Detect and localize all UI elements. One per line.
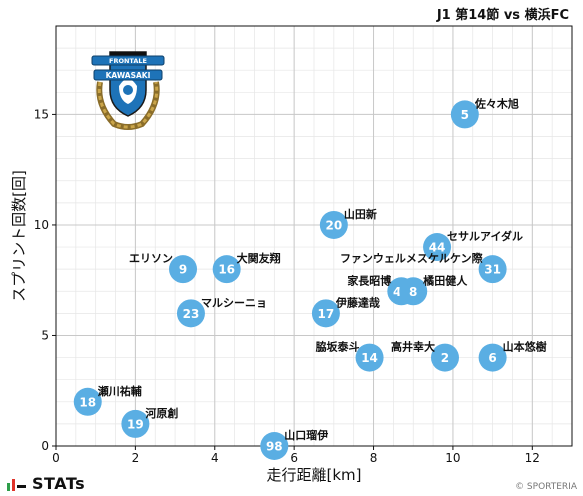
player-point bbox=[260, 432, 289, 460]
player-point bbox=[355, 343, 384, 372]
player-number: 16 bbox=[218, 263, 235, 277]
player-point bbox=[319, 210, 348, 239]
x-tick-label: 2 bbox=[132, 451, 140, 465]
player-name-label: 河原創 bbox=[145, 406, 178, 420]
copyright: © SPORTERIA bbox=[515, 482, 577, 492]
x-tick-label: 12 bbox=[525, 451, 540, 465]
player-name-label: マルシーニョ bbox=[201, 296, 267, 309]
player-number: 17 bbox=[318, 307, 335, 321]
plot-frame bbox=[55, 25, 573, 447]
player-point bbox=[176, 299, 205, 328]
x-tick-label: 10 bbox=[445, 451, 460, 465]
player-point bbox=[478, 343, 507, 372]
player-name-label: 瀬川祐輔 bbox=[98, 384, 142, 398]
player-point bbox=[399, 277, 428, 306]
player-number: 20 bbox=[325, 218, 342, 232]
y-tick-label: 0 bbox=[41, 439, 49, 453]
player-name-label: エリソン bbox=[129, 252, 173, 265]
player-name-label: ファンウェルメスケルケン際 bbox=[340, 251, 484, 265]
player-number: 9 bbox=[179, 263, 187, 277]
x-tick-label: 4 bbox=[211, 451, 219, 465]
x-tick-label: 0 bbox=[52, 451, 60, 465]
player-point bbox=[423, 233, 452, 262]
player-point bbox=[169, 255, 198, 284]
player-name-label: 高井幸大 bbox=[391, 340, 435, 354]
player-point bbox=[430, 343, 459, 372]
player-number: 5 bbox=[461, 108, 469, 122]
crest-text-main: KAWASAKI bbox=[106, 71, 151, 80]
player-number: 8 bbox=[409, 285, 417, 299]
club-crest-icon: FRONTALE KAWASAKI bbox=[91, 51, 165, 130]
x-tick-label: 8 bbox=[370, 451, 378, 465]
player-point bbox=[450, 100, 479, 129]
player-number: 2 bbox=[441, 351, 449, 365]
x-tick-label: 6 bbox=[290, 451, 298, 465]
player-name-label: 家長昭博 bbox=[347, 273, 391, 287]
x-axis-label: 走行距離[km] bbox=[266, 466, 361, 484]
player-number: 98 bbox=[266, 440, 283, 454]
player-name-label: 山口瑠伊 bbox=[284, 428, 328, 442]
player-number: 31 bbox=[484, 263, 501, 277]
bar-chart-icon bbox=[7, 478, 26, 491]
player-point bbox=[478, 255, 507, 284]
y-tick-label: 10 bbox=[34, 218, 49, 232]
player-number: 6 bbox=[488, 351, 496, 365]
player-name-label: 山本悠樹 bbox=[503, 340, 547, 354]
crest-text-top: FRONTALE bbox=[109, 57, 147, 65]
player-point bbox=[121, 409, 150, 438]
player-point bbox=[73, 387, 102, 416]
player-name-label: 山田新 bbox=[344, 207, 377, 221]
player-name-label: 脇坂泰斗 bbox=[316, 340, 360, 354]
player-name-label: 大関友翔 bbox=[237, 251, 281, 265]
player-number: 14 bbox=[361, 351, 378, 365]
player-name-label: 伊藤達哉 bbox=[335, 295, 380, 309]
player-point bbox=[311, 299, 340, 328]
y-tick-label: 5 bbox=[41, 328, 49, 342]
player-name-label: 橘田健人 bbox=[422, 273, 468, 287]
y-axis-label: スプリント回数[回] bbox=[10, 170, 28, 302]
player-number: 18 bbox=[79, 395, 96, 409]
match-title: J1 第14節 vs 横浜FC bbox=[436, 8, 569, 23]
y-tick-label: 15 bbox=[34, 107, 49, 121]
club-crest: FRONTALE KAWASAKI bbox=[88, 42, 168, 132]
player-number: 23 bbox=[183, 307, 200, 321]
player-point bbox=[212, 255, 241, 284]
player-name-label: 佐々木旭 bbox=[474, 96, 519, 110]
brand-name: STATs bbox=[32, 474, 86, 493]
brand-logo: STATs bbox=[6, 474, 85, 493]
player-name-label: セサルアイダル bbox=[447, 229, 523, 243]
player-number: 19 bbox=[127, 417, 144, 431]
player-number: 44 bbox=[429, 241, 446, 255]
